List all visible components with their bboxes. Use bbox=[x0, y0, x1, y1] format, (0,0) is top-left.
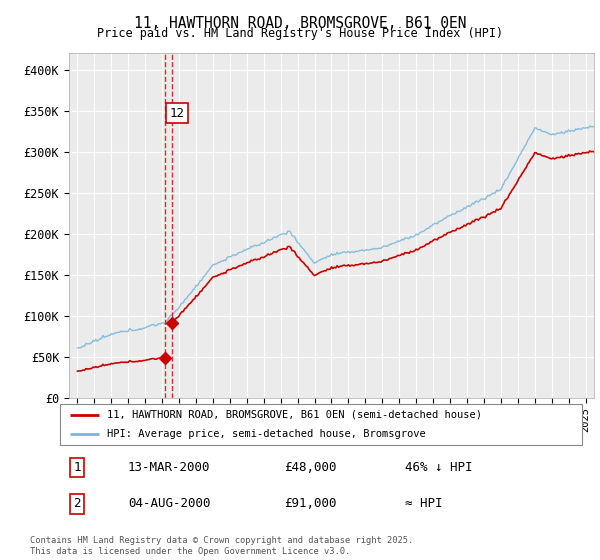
Text: 46% ↓ HPI: 46% ↓ HPI bbox=[404, 461, 472, 474]
Text: HPI: Average price, semi-detached house, Bromsgrove: HPI: Average price, semi-detached house,… bbox=[107, 429, 426, 439]
Text: Contains HM Land Registry data © Crown copyright and database right 2025.
This d: Contains HM Land Registry data © Crown c… bbox=[30, 536, 413, 556]
Text: 2: 2 bbox=[73, 497, 80, 511]
FancyBboxPatch shape bbox=[60, 404, 582, 445]
Text: 13-MAR-2000: 13-MAR-2000 bbox=[128, 461, 211, 474]
Text: £91,000: £91,000 bbox=[284, 497, 337, 511]
Text: ≈ HPI: ≈ HPI bbox=[404, 497, 442, 511]
Text: £48,000: £48,000 bbox=[284, 461, 337, 474]
Text: 04-AUG-2000: 04-AUG-2000 bbox=[128, 497, 211, 511]
Text: 11, HAWTHORN ROAD, BROMSGROVE, B61 0EN: 11, HAWTHORN ROAD, BROMSGROVE, B61 0EN bbox=[134, 16, 466, 31]
Text: 12: 12 bbox=[170, 106, 185, 120]
Text: 11, HAWTHORN ROAD, BROMSGROVE, B61 0EN (semi-detached house): 11, HAWTHORN ROAD, BROMSGROVE, B61 0EN (… bbox=[107, 410, 482, 420]
Text: Price paid vs. HM Land Registry's House Price Index (HPI): Price paid vs. HM Land Registry's House … bbox=[97, 27, 503, 40]
Text: 1: 1 bbox=[73, 461, 80, 474]
